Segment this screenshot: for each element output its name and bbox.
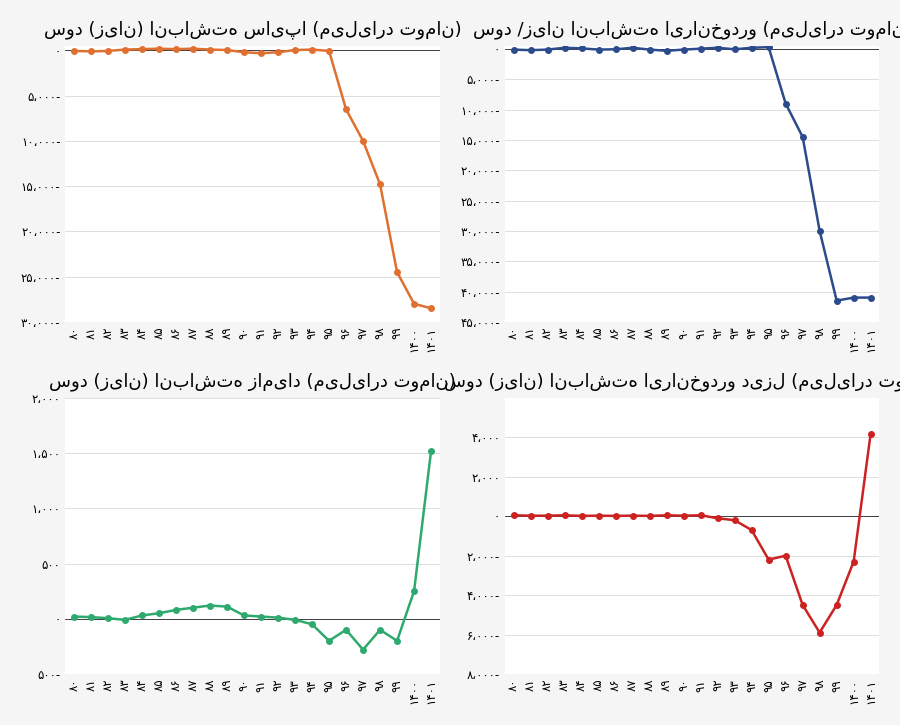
Title: سود (زیان) انباشته ایرانخودرو دیزل (میلیارد تومان): سود (زیان) انباشته ایرانخودرو دیزل (میلی…: [444, 373, 900, 392]
Title: سود /زیان انباشته ایرانخودرو (میلیارد تومان): سود /زیان انباشته ایرانخودرو (میلیارد تو…: [472, 21, 900, 39]
Title: سود (زیان) انباشته سایپا (میلیارد تومان): سود (زیان) انباشته سایپا (میلیارد تومان): [44, 21, 462, 39]
Title: سود (زیان) انباشته زامیاد (میلیارد تومان): سود (زیان) انباشته زامیاد (میلیارد تومان…: [50, 373, 456, 392]
